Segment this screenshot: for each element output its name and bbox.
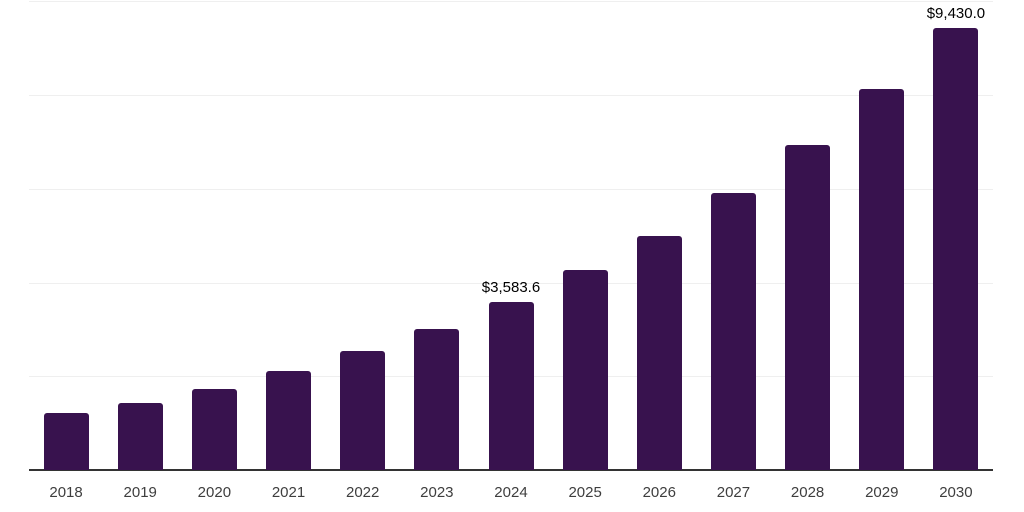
value-label-2030: $9,430.0: [926, 5, 986, 23]
bar-2024: [488, 302, 534, 470]
gridline: [29, 1, 993, 3]
x-tick-label-2018: 2018: [49, 484, 83, 501]
x-tick-label-2023: 2023: [420, 484, 454, 501]
x-tick-label-2024: 2024: [494, 484, 528, 501]
x-tick-label-2021: 2021: [271, 484, 306, 501]
x-tick-label-2029: 2029: [865, 484, 899, 501]
x-tick-label-2028: 2028: [790, 484, 825, 501]
bar-2021: [266, 371, 312, 470]
gridline: [29, 95, 993, 97]
x-tick-label-2022: 2022: [345, 484, 380, 501]
x-tick-label-2020: 2020: [197, 484, 232, 501]
bar-2027: [710, 192, 756, 470]
x-axis-line: [29, 469, 993, 471]
bar-2020: [191, 388, 237, 470]
bar-2022: [340, 350, 386, 470]
bar-2030: [933, 28, 979, 470]
bar-2028: [785, 145, 831, 470]
gridline: [29, 188, 993, 190]
x-tick-label-2025: 2025: [568, 484, 602, 501]
x-tick-label-2027: 2027: [716, 484, 751, 501]
bar-2023: [414, 328, 460, 470]
bar-2019: [117, 403, 163, 470]
value-label-2024: $3,583.6: [481, 279, 541, 297]
x-tick-label-2026: 2026: [642, 484, 676, 501]
x-tick-label-2019: 2019: [123, 484, 157, 501]
bar-2018: [43, 413, 89, 470]
bar-2026: [636, 235, 682, 470]
bar-2025: [562, 269, 608, 470]
bar-2029: [859, 89, 905, 470]
x-tick-label-2030: 2030: [939, 484, 973, 501]
